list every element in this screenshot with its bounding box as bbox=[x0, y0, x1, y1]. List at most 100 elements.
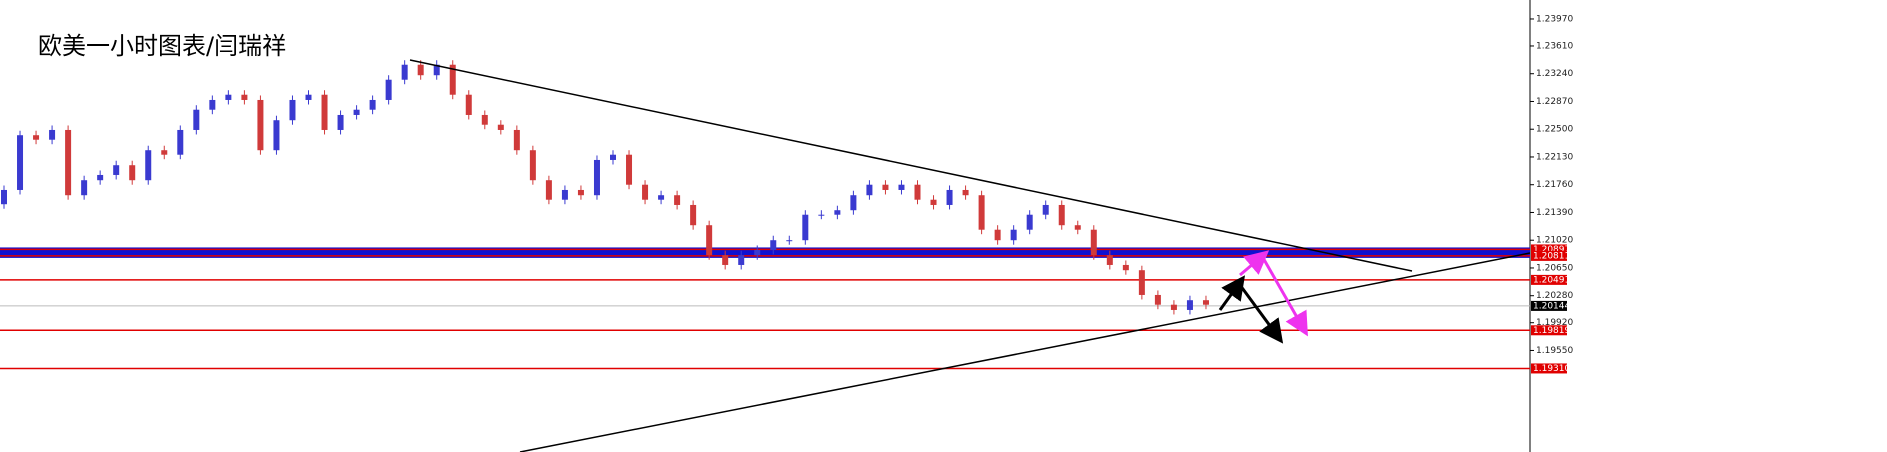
candle-body bbox=[866, 184, 873, 196]
candle-body bbox=[1106, 255, 1113, 265]
candle-body bbox=[17, 135, 24, 190]
candle-body bbox=[113, 165, 120, 175]
candle-body bbox=[65, 129, 72, 196]
candle-body bbox=[49, 129, 56, 140]
candle-body bbox=[610, 154, 616, 160]
candle-body bbox=[914, 184, 921, 200]
candle-body bbox=[898, 184, 905, 190]
candle-body bbox=[946, 189, 953, 205]
candle-body bbox=[802, 214, 809, 241]
candle-body bbox=[417, 64, 424, 76]
candle-body bbox=[225, 94, 232, 100]
y-tick-label: 1.22870 bbox=[1536, 97, 1573, 107]
candle-body bbox=[593, 159, 600, 196]
candle-body bbox=[690, 204, 697, 226]
candle-body bbox=[273, 120, 280, 151]
arrow bbox=[1239, 250, 1270, 277]
candle-body bbox=[337, 114, 344, 130]
price-tag bbox=[1531, 250, 1567, 261]
candle-body bbox=[513, 129, 520, 151]
candle-body bbox=[1170, 304, 1177, 310]
candle-body bbox=[401, 64, 408, 80]
price-tag-label: 1.20491 bbox=[1533, 275, 1570, 285]
candle-body bbox=[321, 94, 328, 130]
candle-body bbox=[658, 195, 665, 200]
candle-body bbox=[930, 199, 937, 205]
y-tick-label: 1.23240 bbox=[1536, 69, 1573, 79]
candle-body bbox=[962, 189, 969, 196]
candle-body bbox=[1074, 225, 1081, 230]
y-tick-label: 1.21390 bbox=[1536, 208, 1573, 218]
price-tag-label: 1.19819 bbox=[1533, 326, 1570, 336]
candle-body bbox=[994, 229, 1001, 241]
candle-body bbox=[626, 154, 633, 185]
candle-body bbox=[1138, 270, 1145, 295]
price-tag bbox=[1531, 274, 1567, 285]
candle-body bbox=[209, 99, 216, 110]
arrow bbox=[1238, 284, 1284, 344]
candle-body bbox=[978, 195, 985, 230]
candle-body bbox=[433, 64, 440, 76]
candle-body bbox=[257, 99, 264, 151]
price-tag-label: 1.20897 bbox=[1533, 245, 1570, 255]
candle-body bbox=[97, 174, 104, 181]
candle-body bbox=[385, 79, 392, 100]
candle-body bbox=[1122, 264, 1129, 271]
candle-body bbox=[1, 189, 7, 205]
candle-body bbox=[738, 255, 745, 265]
y-tick-label: 1.20280 bbox=[1536, 291, 1573, 301]
price-tag-label: 1.19310 bbox=[1533, 364, 1570, 374]
price-tag bbox=[1531, 300, 1567, 311]
candle-body bbox=[353, 109, 360, 115]
arrow bbox=[1218, 275, 1246, 311]
price-tag-label: 1.20144 bbox=[1533, 301, 1570, 311]
candle-body bbox=[1154, 294, 1161, 305]
candle-body bbox=[561, 189, 568, 200]
candle-body bbox=[850, 195, 857, 211]
band bbox=[0, 247, 1530, 258]
y-tick-label: 1.22500 bbox=[1536, 125, 1573, 135]
price-tag-label: 1.20811 bbox=[1533, 251, 1570, 261]
candle-body bbox=[674, 195, 681, 205]
candle-body bbox=[1010, 229, 1017, 241]
y-tick-label: 1.23610 bbox=[1536, 41, 1573, 51]
candle-body bbox=[465, 94, 472, 115]
y-tick-label: 1.21020 bbox=[1536, 236, 1573, 246]
y-tick-label: 1.19550 bbox=[1536, 346, 1573, 356]
candle-body bbox=[305, 94, 312, 100]
candle-body bbox=[1026, 214, 1033, 230]
candle-body bbox=[770, 240, 777, 250]
candle-body bbox=[1058, 204, 1065, 226]
candle-body bbox=[369, 99, 376, 110]
candle-body bbox=[481, 114, 488, 125]
candle-body bbox=[818, 214, 825, 216]
trend-line bbox=[519, 252, 1531, 452]
candle-body bbox=[193, 109, 200, 130]
candle-body bbox=[129, 165, 136, 181]
candle-body bbox=[1202, 300, 1209, 305]
candle-body bbox=[642, 184, 649, 200]
candle-body bbox=[497, 124, 504, 130]
candle-body bbox=[81, 180, 88, 196]
candle-body bbox=[1042, 204, 1049, 215]
y-tick-label: 1.22130 bbox=[1536, 152, 1573, 162]
trend-line bbox=[409, 59, 1413, 272]
candle-body bbox=[241, 94, 248, 100]
arrow bbox=[1260, 255, 1308, 337]
y-tick-label: 1.20650 bbox=[1536, 263, 1573, 273]
y-tick-label: 1.19920 bbox=[1536, 318, 1573, 328]
chart-title: 欧美一小时图表/闫瑞祥 bbox=[38, 32, 286, 60]
candle-body bbox=[289, 99, 296, 121]
candle-body bbox=[706, 225, 713, 256]
candle-body bbox=[722, 255, 729, 265]
price-tag bbox=[1531, 244, 1567, 255]
price-tag bbox=[1531, 325, 1567, 336]
candle-body bbox=[577, 189, 584, 196]
candle-body bbox=[545, 180, 552, 200]
candle-body bbox=[145, 150, 152, 181]
price-tag bbox=[1531, 363, 1567, 374]
candle-body bbox=[882, 184, 889, 190]
candle-body bbox=[161, 150, 168, 155]
